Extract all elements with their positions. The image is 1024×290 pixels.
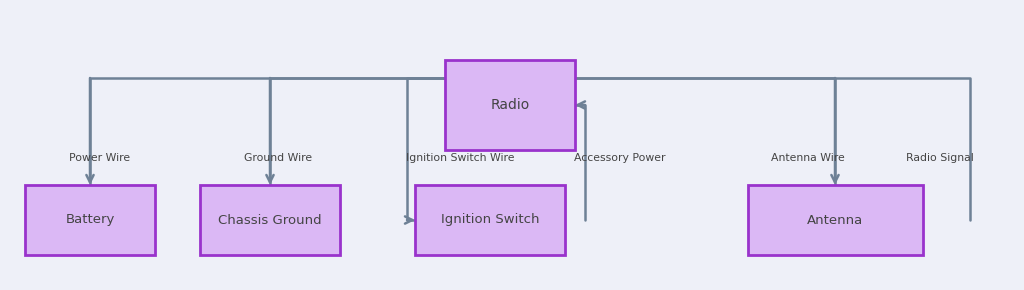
- Text: Accessory Power: Accessory Power: [574, 153, 666, 163]
- Text: Battery: Battery: [66, 213, 115, 226]
- Text: Ignition Switch Wire: Ignition Switch Wire: [406, 153, 514, 163]
- Text: Chassis Ground: Chassis Ground: [218, 213, 322, 226]
- FancyBboxPatch shape: [445, 60, 575, 150]
- Text: Power Wire: Power Wire: [70, 153, 131, 163]
- Text: Ignition Switch: Ignition Switch: [440, 213, 540, 226]
- FancyBboxPatch shape: [200, 185, 340, 255]
- Text: Ground Wire: Ground Wire: [244, 153, 312, 163]
- FancyBboxPatch shape: [25, 185, 155, 255]
- FancyBboxPatch shape: [415, 185, 565, 255]
- FancyBboxPatch shape: [748, 185, 923, 255]
- Text: Antenna Wire: Antenna Wire: [771, 153, 845, 163]
- Text: Antenna: Antenna: [807, 213, 863, 226]
- Text: Radio Signal: Radio Signal: [906, 153, 974, 163]
- Text: Radio: Radio: [490, 98, 529, 112]
